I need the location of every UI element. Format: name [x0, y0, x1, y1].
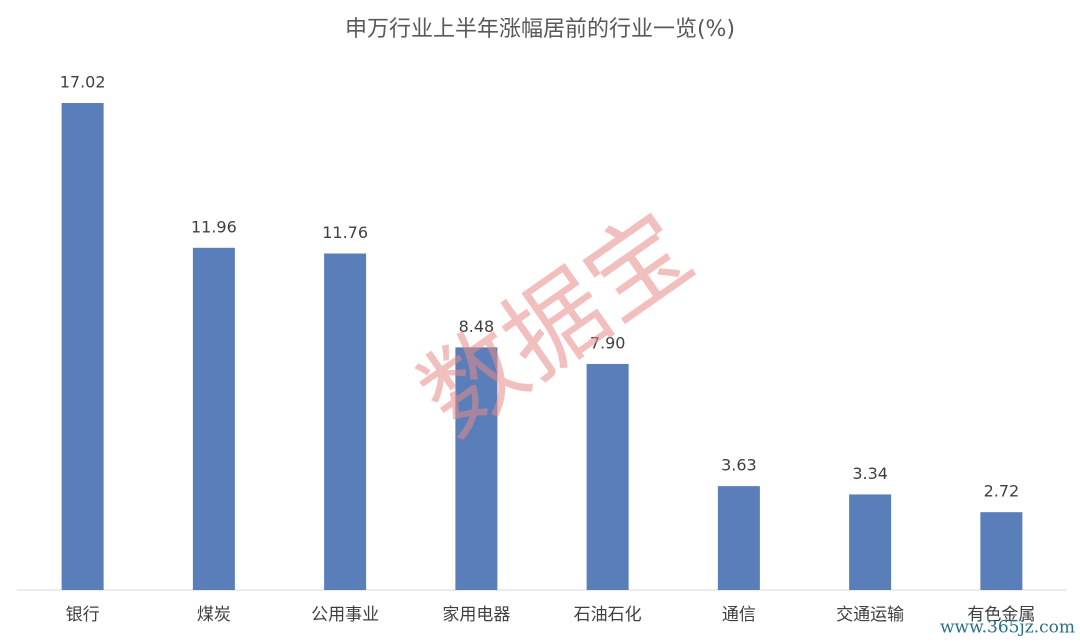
plot-area: 银行 17.02 煤炭 11.96 公用事业 11.76 家用电器 8.48 石油石化 7.90 通…: [60, 73, 1036, 626]
bar: [324, 253, 367, 590]
bar: [849, 494, 892, 590]
bar: [455, 347, 498, 590]
bar: [586, 363, 629, 590]
value-label: 3.63: [721, 456, 757, 475]
bar: [61, 103, 104, 590]
x-tick-label: 家用电器: [442, 605, 510, 625]
bar: [980, 512, 1023, 590]
x-tick-label: 有色金属: [967, 605, 1035, 625]
value-label: 3.34: [852, 464, 888, 483]
value-label: 11.96: [191, 217, 237, 236]
bar: [192, 247, 235, 590]
value-label: 11.76: [322, 223, 368, 242]
watermark: 数据宝: [399, 190, 712, 458]
x-tick-label: 通信: [722, 605, 756, 625]
value-label: 2.72: [984, 482, 1020, 501]
site-mark: www.365jz.com: [940, 618, 1075, 638]
value-label: 8.48: [459, 317, 495, 336]
value-label: 17.02: [60, 73, 106, 92]
x-tick-label: 公用事业: [311, 605, 379, 625]
x-tick-label: 交通运输: [836, 605, 904, 625]
x-tick-label: 石油石化: [574, 605, 642, 625]
x-tick-label: 煤炭: [197, 605, 231, 625]
value-label: 7.90: [590, 333, 626, 352]
chart-title: 申万行业上半年涨幅居前的行业一览(%): [345, 17, 735, 42]
bar: [717, 486, 760, 590]
x-tick-label: 银行: [66, 605, 100, 625]
